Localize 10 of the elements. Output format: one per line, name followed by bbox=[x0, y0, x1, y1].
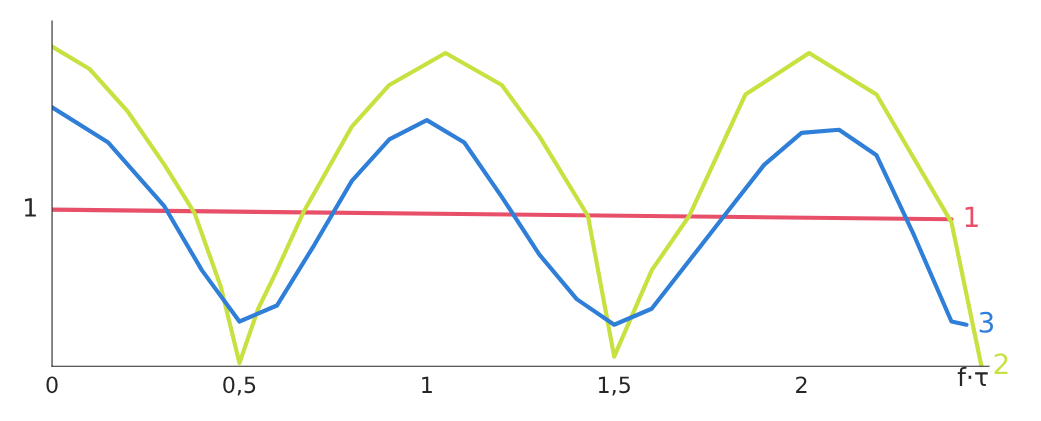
x-tick-label: 1 bbox=[422, 376, 432, 393]
series-label: 1 bbox=[965, 206, 978, 227]
x-tick-label: 0 bbox=[46, 376, 58, 394]
x-tick-label: 0,5 bbox=[223, 376, 256, 396]
series-label: 2 bbox=[994, 353, 1008, 374]
annotation: 1 bbox=[25, 198, 36, 217]
x-tick-label: 2 bbox=[796, 376, 807, 393]
series-label: 3 bbox=[979, 311, 994, 333]
x-axis-title: f·τ bbox=[957, 366, 988, 386]
x-tick-label: 1,5 bbox=[598, 376, 630, 396]
